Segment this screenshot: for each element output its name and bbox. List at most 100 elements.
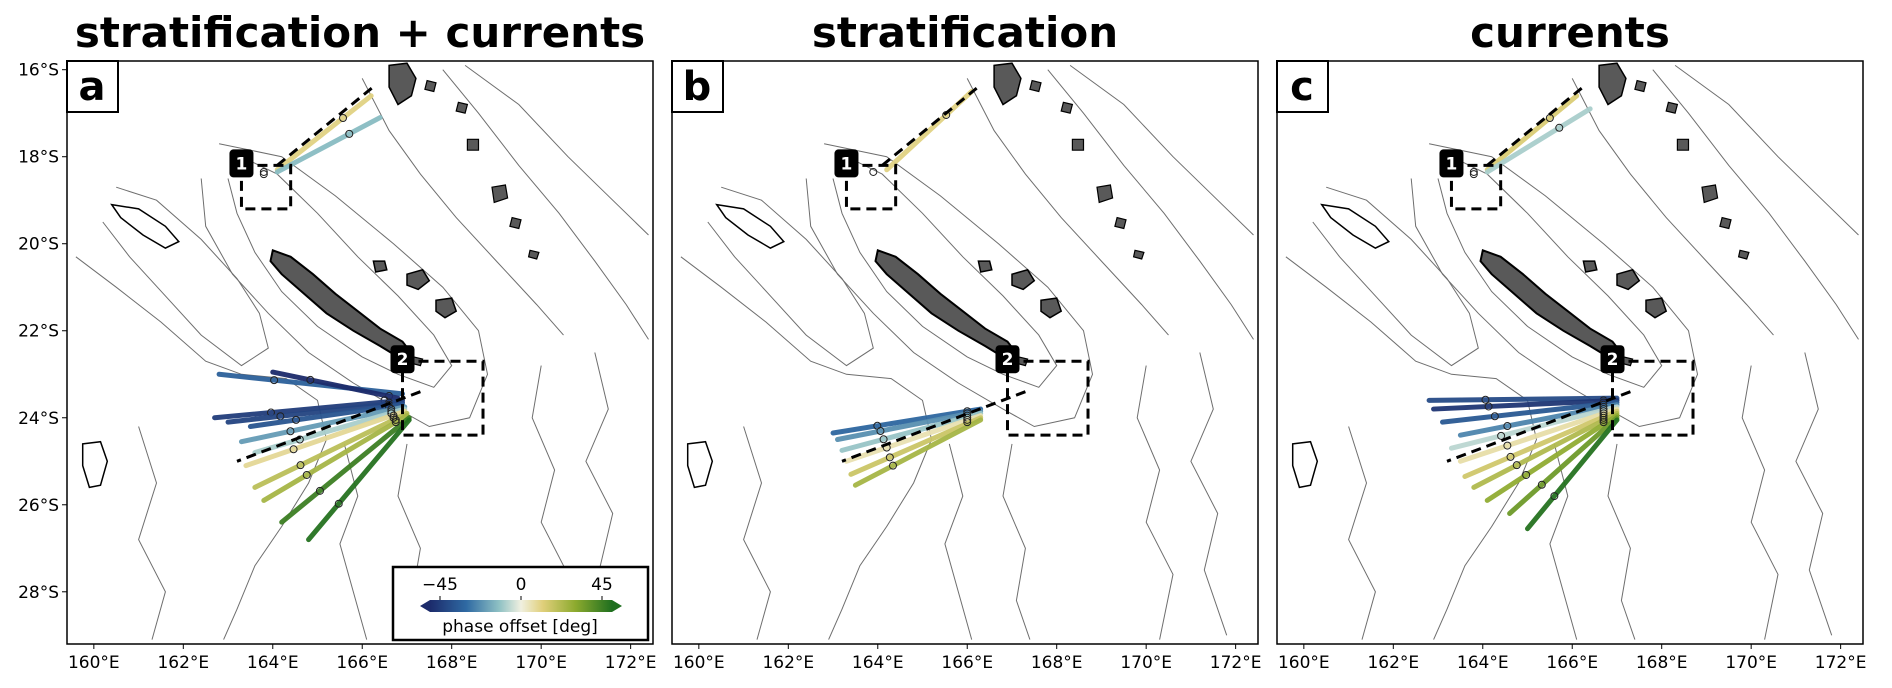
ray-marker <box>270 376 279 385</box>
ray-marker <box>1490 412 1499 421</box>
region-badge <box>1600 345 1625 374</box>
land-island <box>1701 184 1719 204</box>
y-tick-label: 20°S <box>18 235 59 255</box>
ray-marker <box>1550 492 1559 501</box>
reef-outline <box>715 203 786 249</box>
map-area: 12 <box>1285 62 1859 640</box>
bathymetry-contour <box>1069 64 1254 236</box>
land-island <box>424 79 437 93</box>
ray-marker <box>389 413 398 422</box>
bathymetry-contour <box>707 186 874 367</box>
region-box <box>400 359 485 437</box>
ray-path <box>261 413 410 503</box>
ray-marker <box>334 499 343 508</box>
y-tick-label: 28°S <box>18 583 59 603</box>
map-area: 12 <box>680 62 1254 640</box>
bathymetry-contour <box>1410 143 1699 428</box>
ray-path <box>839 410 984 453</box>
ray-marker <box>1503 422 1512 431</box>
y-tick-label: 24°S <box>18 409 59 429</box>
land-island <box>1598 62 1627 106</box>
x-tick-label: 172°E <box>605 653 657 673</box>
reef-outline <box>1291 440 1319 489</box>
ray-marker <box>1512 461 1521 470</box>
land-island <box>1011 268 1036 291</box>
bathymetry-contour <box>75 256 328 640</box>
panel-letter: a <box>79 64 106 110</box>
ray-path <box>1462 408 1620 479</box>
land-island <box>406 268 431 291</box>
x-tick-label: 166°E <box>336 653 388 673</box>
land-island <box>372 260 388 273</box>
reef-outline <box>81 440 109 489</box>
land-island <box>1040 297 1063 319</box>
ray-marker <box>1537 480 1546 489</box>
panel-letter-box <box>671 60 724 113</box>
land-island <box>1616 268 1641 291</box>
reference-line <box>841 390 1026 463</box>
reef-outline <box>110 203 181 249</box>
ray-marker <box>1599 413 1608 422</box>
land-island <box>1582 260 1598 273</box>
ray-path <box>1426 395 1620 403</box>
ray-marker <box>1599 415 1608 424</box>
ray-path <box>270 369 401 401</box>
ray-marker <box>259 170 268 179</box>
ray-marker <box>286 427 295 436</box>
land-island <box>455 101 469 114</box>
x-tick-label: 162°E <box>762 653 814 673</box>
reference-line <box>1486 83 1587 167</box>
x-tick-label: 168°E <box>426 653 478 673</box>
bathymetry-contour <box>138 426 166 640</box>
panel-frame <box>671 60 1259 645</box>
x-tick-label: 160°E <box>1278 653 1330 673</box>
ray-marker <box>879 435 888 444</box>
panel-letter-box <box>66 60 119 113</box>
land-grande-terre <box>874 248 1016 359</box>
ray-marker <box>888 461 897 470</box>
ray-marker <box>302 470 311 479</box>
bathymetry-contour <box>1549 443 1578 640</box>
ray-path <box>1457 402 1620 438</box>
bathymetry-contour <box>1136 365 1174 640</box>
bathymetry-contour <box>832 156 1058 388</box>
ray-marker <box>345 129 354 138</box>
ray-path <box>1484 413 1620 503</box>
colorbar-extend-right <box>612 600 622 612</box>
colorbar-extend-left <box>420 600 430 612</box>
panel-letter: b <box>683 64 712 110</box>
land-grande-terre <box>269 248 411 359</box>
ray-path <box>212 397 405 421</box>
reef-outline <box>1320 203 1391 249</box>
reference-line <box>276 83 377 167</box>
ray-marker <box>963 415 972 424</box>
ray-path <box>848 415 984 477</box>
land-island <box>1645 297 1668 319</box>
ray-path <box>1471 410 1620 490</box>
colorbar-tick-label: 45 <box>591 575 613 595</box>
land-island <box>1665 101 1679 114</box>
reef-outline <box>686 440 714 489</box>
region-box <box>239 163 293 211</box>
bathymetry-contour <box>966 78 1169 336</box>
y-tick-label: 22°S <box>18 322 59 342</box>
bathymetry-contour <box>1674 64 1859 236</box>
bathymetry-contour <box>102 186 269 367</box>
bathymetry-contour <box>1312 186 1479 367</box>
land-island <box>1071 138 1085 151</box>
region-label: 1 <box>1446 154 1458 174</box>
ray-marker <box>1555 123 1564 132</box>
ray-path <box>1457 406 1620 464</box>
x-tick-label: 170°E <box>515 653 567 673</box>
land-island <box>509 216 522 230</box>
ray-marker <box>391 418 400 427</box>
bathymetry-contour <box>680 256 933 640</box>
ray-path <box>1484 93 1580 173</box>
region-badge <box>229 149 254 178</box>
x-tick-label: 168°E <box>1031 653 1083 673</box>
ray-path <box>238 404 408 445</box>
map-area: 12 <box>75 62 649 640</box>
